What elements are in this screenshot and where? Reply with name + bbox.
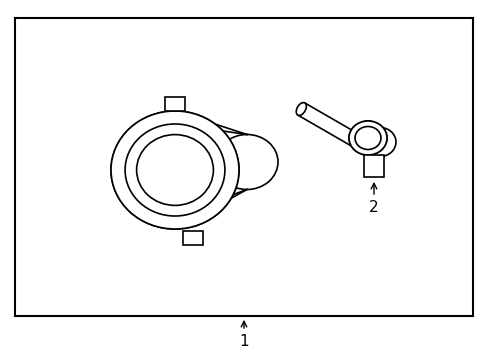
Ellipse shape xyxy=(354,126,380,149)
Ellipse shape xyxy=(348,121,386,155)
Ellipse shape xyxy=(216,135,278,189)
Bar xyxy=(164,97,184,111)
Ellipse shape xyxy=(111,111,239,229)
Ellipse shape xyxy=(296,103,305,116)
Ellipse shape xyxy=(111,111,239,229)
Ellipse shape xyxy=(348,121,386,155)
Text: 2: 2 xyxy=(368,200,378,215)
Ellipse shape xyxy=(136,135,213,206)
Polygon shape xyxy=(297,103,358,146)
Ellipse shape xyxy=(125,124,224,216)
Text: 1: 1 xyxy=(239,334,248,349)
Ellipse shape xyxy=(354,126,380,149)
Bar xyxy=(363,155,383,177)
Bar xyxy=(15,18,472,316)
Ellipse shape xyxy=(125,124,224,216)
Ellipse shape xyxy=(136,135,213,206)
Ellipse shape xyxy=(363,127,395,157)
Bar xyxy=(183,231,203,245)
